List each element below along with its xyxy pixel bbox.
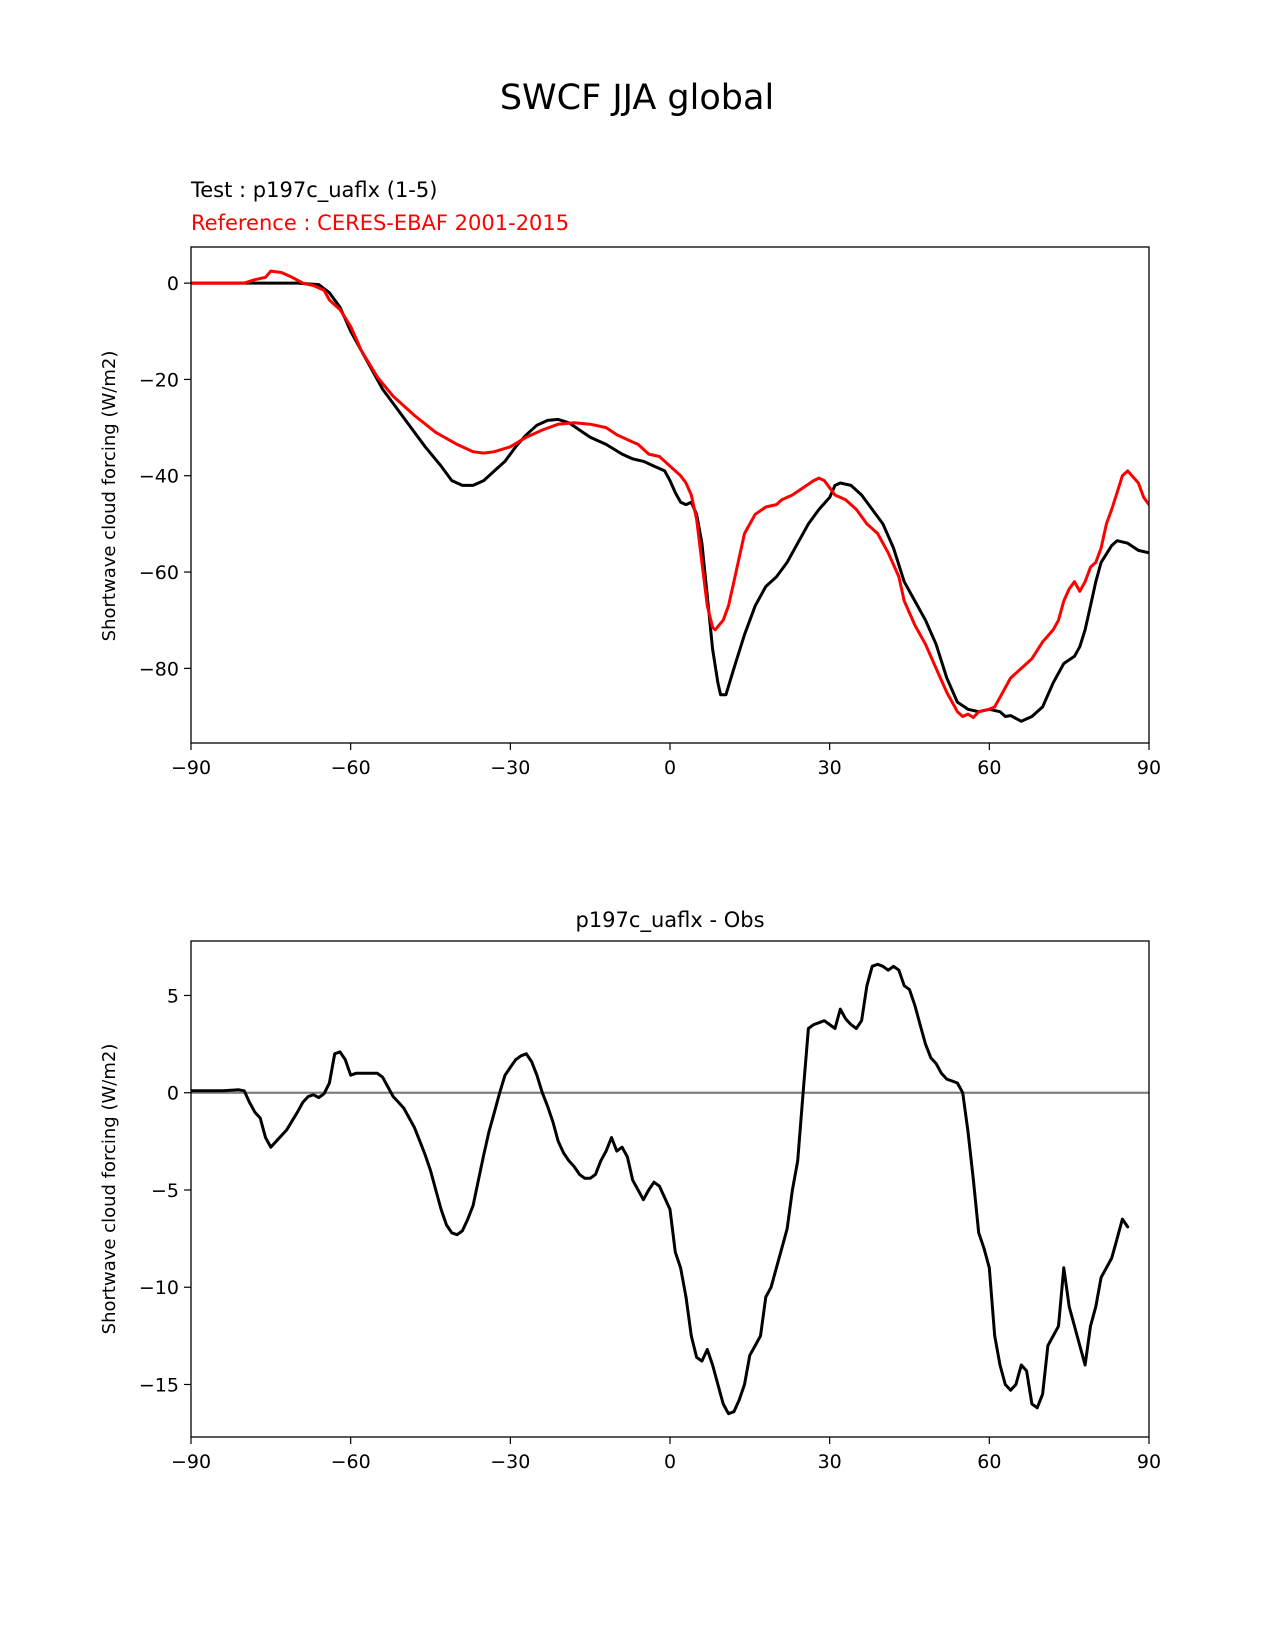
- top-panel-xtick-label: 90: [1137, 757, 1161, 779]
- top-panel-ylabel: Shortwave cloud forcing (W/m2): [99, 351, 120, 642]
- top-panel-xtick-label: −30: [490, 757, 530, 779]
- bottom-panel-plot-area: [191, 962, 1130, 1416]
- bottom-panel-xtick-label: 60: [977, 1451, 1001, 1473]
- top-panel-plot-area: [191, 269, 1149, 723]
- test-label: Test : p197c_uaflx (1-5): [190, 178, 437, 203]
- top-panel-ytick-label: 0: [167, 273, 179, 295]
- bottom-panel: p197c_uaflx - Obs Shortwave cloud forcin…: [99, 908, 1161, 1473]
- top-panel-series-line-1: [191, 269, 1149, 719]
- bottom-panel-xtick-label: −90: [171, 1451, 211, 1473]
- top-panel: Test : p197c_uaflx (1-5) Reference : CER…: [99, 178, 1161, 779]
- bottom-panel-ylabel: Shortwave cloud forcing (W/m2): [99, 1044, 120, 1335]
- top-panel-ytick-label: −80: [139, 658, 179, 680]
- bottom-panel-ytick-label: −10: [139, 1277, 179, 1299]
- bottom-panel-ytick-label: 0: [167, 1083, 179, 1105]
- top-panel-xtick-label: 60: [977, 757, 1001, 779]
- bottom-panel-xtick-label: 0: [664, 1451, 676, 1473]
- top-panel-xtick-label: −60: [331, 757, 371, 779]
- bottom-panel-xtick-label: 90: [1137, 1451, 1161, 1473]
- top-panel-xtick-label: 30: [818, 757, 842, 779]
- bottom-panel-xtick-label: −60: [331, 1451, 371, 1473]
- reference-label: Reference : CERES-EBAF 2001-2015: [191, 211, 569, 235]
- top-panel-ytick-label: −60: [139, 562, 179, 584]
- bottom-panel-ytick-label: 5: [167, 985, 179, 1007]
- figure-title: SWCF JJA global: [500, 78, 774, 118]
- bottom-panel-frame: [190, 940, 1150, 1438]
- bottom-panel-ticks: −90 −60 −30 0 30 60 90 5 0 −5 −10 −15: [139, 985, 1161, 1473]
- top-panel-series-line-0: [191, 281, 1149, 723]
- bottom-panel-xtick-label: −30: [490, 1451, 530, 1473]
- bottom-panel-ytick-label: −15: [139, 1374, 179, 1396]
- top-panel-xtick-label: 0: [664, 757, 676, 779]
- top-panel-frame: [190, 246, 1150, 744]
- bottom-panel-xtick-label: 30: [818, 1451, 842, 1473]
- bottom-panel-ytick-label: −5: [151, 1180, 179, 1202]
- top-panel-ytick-label: −20: [139, 369, 179, 391]
- top-panel-xtick-label: −90: [171, 757, 211, 779]
- bottom-panel-title: p197c_uaflx - Obs: [575, 908, 764, 933]
- top-panel-ticks: −90 −60 −30 0 30 60 90 0 −20 −40 −60 −80: [139, 273, 1161, 779]
- bottom-panel-series-line-0: [191, 962, 1130, 1416]
- top-panel-ytick-label: −40: [139, 466, 179, 488]
